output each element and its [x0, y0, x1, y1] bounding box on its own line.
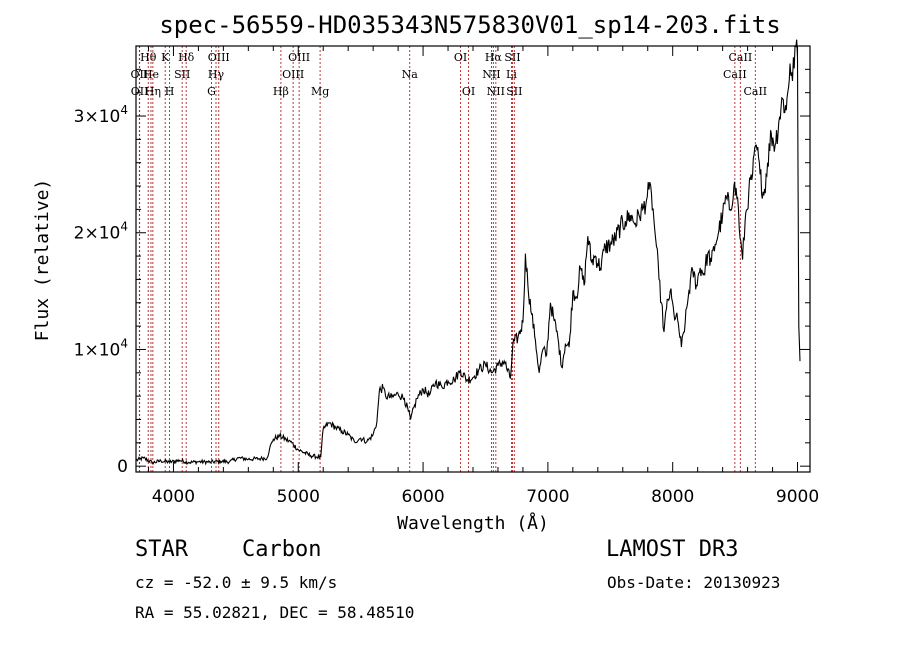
x-axis-label: Wavelength (Å) [397, 512, 549, 534]
line-label-oi: OI [462, 85, 475, 98]
y-axis-label: Flux (relative) [32, 179, 53, 342]
line-label-nii: NII [482, 68, 500, 81]
line-label-hδ: Hδ [178, 51, 195, 64]
line-label-g: G [207, 85, 216, 98]
line-label-oi: OI [454, 51, 467, 64]
line-label-na: Na [402, 68, 419, 81]
line-label-oiii: OIII [208, 51, 230, 64]
line-label-mg: Mg [311, 85, 329, 98]
line-label-caii: CaII [743, 85, 767, 98]
x-tick-label: 9000 [776, 487, 819, 507]
line-label-he: He [143, 68, 159, 81]
survey-name: LAMOST DR3 [606, 537, 739, 562]
line-label-h: H [165, 85, 175, 98]
y-tick-label: 0 [117, 457, 128, 477]
emission-line-markers [138, 46, 756, 472]
plot-frame [135, 45, 811, 473]
x-tick-label: 5000 [277, 487, 320, 507]
object-class: STAR [135, 537, 188, 562]
line-label-sii: SII [174, 68, 190, 81]
line-label-oiii: OIII [282, 68, 304, 81]
y-tick-label: 1×104 [74, 336, 128, 360]
obs-date: Obs-Date: 20130923 [607, 573, 781, 592]
coordinates-text: RA = 55.02821, DEC = 58.48510 [135, 603, 415, 622]
x-tick-label: 7000 [526, 487, 569, 507]
object-subclass: Carbon [242, 537, 322, 562]
line-label-caii: CaII [729, 51, 753, 64]
line-label-sii: SII [504, 51, 520, 64]
line-label-sii: SII [506, 85, 522, 98]
line-label-hγ: Hγ [208, 68, 225, 81]
x-tick-label: 4000 [152, 487, 195, 507]
y-tick-label: 2×104 [74, 220, 128, 244]
y-tick-label: 3×104 [74, 103, 128, 127]
line-label-oii: OII [131, 68, 149, 81]
redshift-text: cz = -52.0 ± 9.5 km/s [135, 573, 338, 592]
line-label-oiii: OIII [288, 51, 310, 64]
line-label-nii: NII [487, 85, 505, 98]
line-label-hη: Hη [145, 85, 161, 98]
line-label-hθ: Hθ [140, 51, 157, 64]
line-label-oii: OII [131, 85, 149, 98]
line-label-li: Li [506, 68, 517, 81]
axis-ticks: 4000 5000 6000 7000 8000 9000 0 1×104 2×104 3×104 [74, 46, 819, 507]
line-label-hβ: Hβ [273, 85, 289, 98]
chart-title: spec-56559-HD035343N575830V01_sp14-203.f… [159, 11, 780, 39]
spectrum-series-line [135, 39, 801, 466]
line-label-hα: Hα [485, 51, 503, 64]
line-label-k: K [161, 51, 170, 64]
x-tick-label: 6000 [401, 487, 444, 507]
x-tick-label: 8000 [651, 487, 694, 507]
line-label-caii: CaII [723, 68, 747, 81]
